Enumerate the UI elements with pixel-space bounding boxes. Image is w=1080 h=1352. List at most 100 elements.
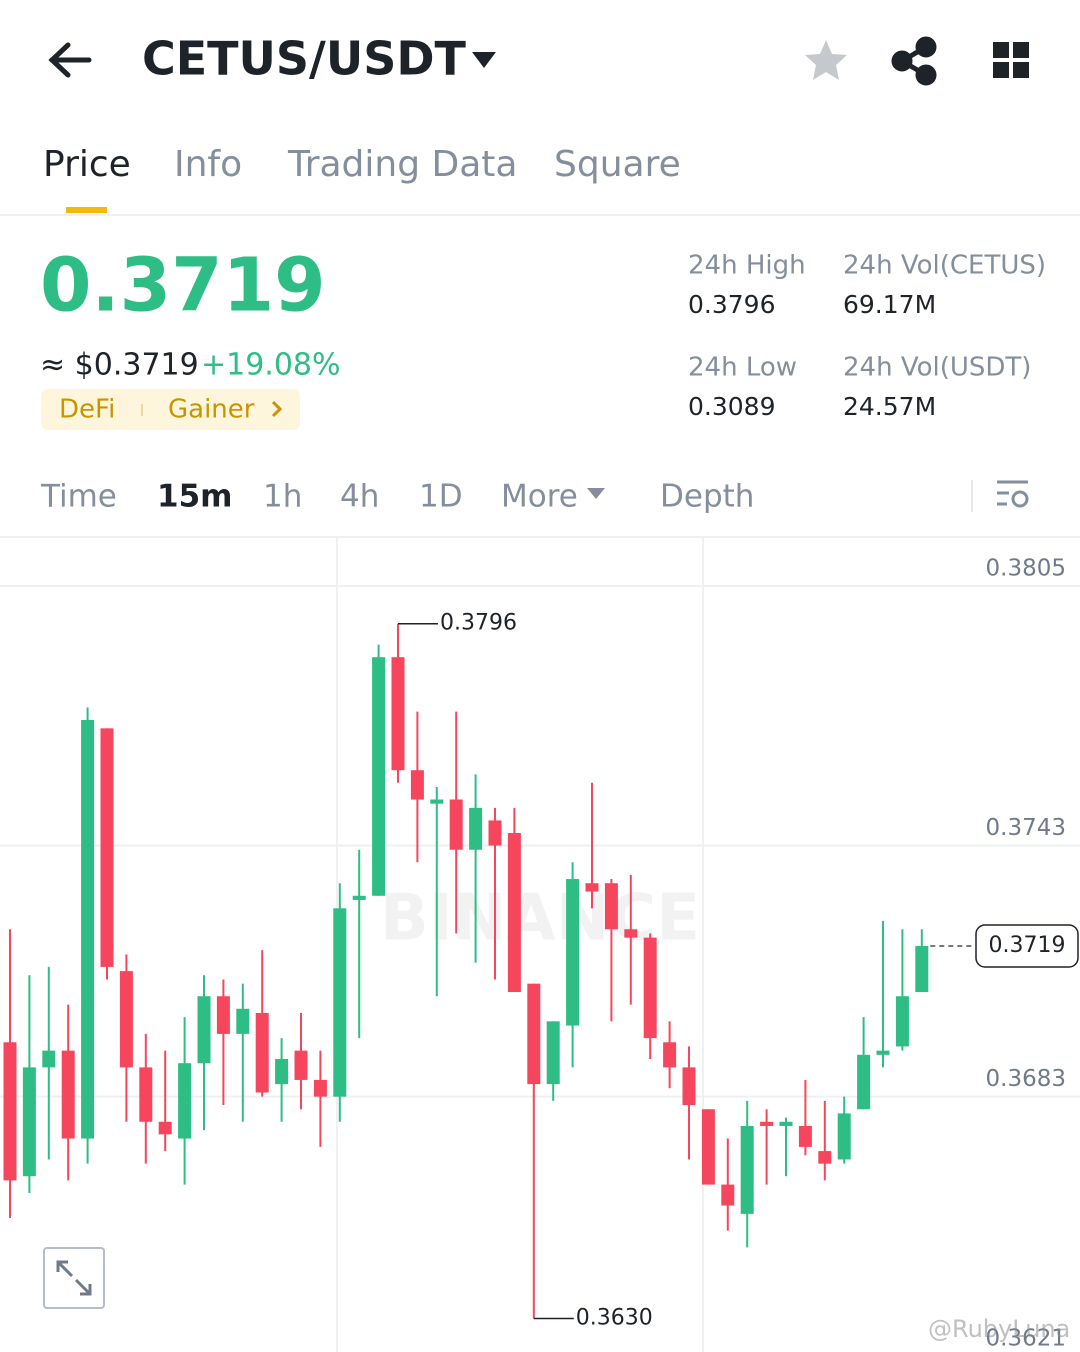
candle-body [61,1050,75,1139]
more-caret[interactable] [587,488,605,499]
candle-body [275,1059,289,1085]
candle-body [701,1109,715,1185]
last-price-label: 0.3719 [989,933,1066,958]
candle-body [197,996,211,1064]
share-dot [915,36,937,58]
tab[interactable]: Price [43,144,131,185]
interval[interactable]: More [501,479,578,515]
candle-body [624,929,638,938]
icon-gear [1011,490,1029,508]
tab[interactable]: Square [554,144,681,185]
candle-body [857,1054,871,1110]
candle-body [527,983,541,1085]
candle-body [915,946,929,993]
tab[interactable]: Trading Data [287,144,517,185]
y-tick-label: 0.3743 [986,815,1066,841]
y-tick-label: 0.3621 [986,1326,1066,1352]
candle-body [313,1079,327,1097]
menu-grid[interactable] [993,42,1029,78]
candle-body [178,1063,192,1139]
candle-body [760,1121,774,1126]
candle-body [546,1021,560,1085]
stat-label: 24h High [688,251,806,281]
candle-body [488,820,502,846]
divider [0,214,1080,216]
stat-value: 24.57M [843,392,936,421]
watermark: @RubyLuna [928,1315,1070,1343]
candle-body [294,1050,308,1080]
candle-body [352,895,366,900]
interval[interactable]: Depth [660,479,754,515]
candle-body [682,1067,696,1106]
candle-body [721,1184,735,1206]
candle-body [663,1042,677,1068]
interval[interactable]: 1D [419,479,463,515]
candle-body [895,996,909,1047]
interval[interactable]: 4h [340,479,379,515]
candle-body [100,728,114,967]
candle-body [818,1151,832,1164]
tag-chevron [271,400,283,418]
stat-label: 24h Vol(USDT) [843,353,1031,383]
pair-title[interactable]: CETUS/USDT [142,32,467,86]
annotation-label: 0.3796 [440,611,517,636]
candle-body [449,799,463,850]
icon-line [74,1278,92,1296]
last-price-box [975,924,1079,968]
interval[interactable]: 15m [157,479,232,515]
candle-body [216,996,230,1034]
arrow-head [48,42,71,78]
stat-label: 24h Low [688,353,797,383]
grid-cell [1013,62,1029,78]
tag-box[interactable] [41,389,300,430]
grid-cell [993,62,1009,78]
pair-caret[interactable] [472,52,496,68]
back-button[interactable] [48,42,92,78]
candle-body [81,719,95,1139]
candle-body [158,1121,172,1135]
candle-body [430,799,444,804]
share-dot [891,50,913,72]
icon-line [56,1260,74,1278]
stat-value: 0.3089 [688,392,775,421]
fullscreen-icon [56,1260,92,1296]
stat-value: 0.3796 [688,290,775,319]
grid-cell [993,42,1009,58]
interval[interactable]: 1h [263,479,302,515]
candle-body [410,770,424,800]
candlestick-chart: 0.3805 0.3743 0.3683 0.3621 0.3796 0.3630 0.37… [0,556,1080,1352]
tag[interactable]: DeFi [59,395,115,425]
divider [0,536,1080,538]
last-price: 0.3719 [40,243,326,329]
candle-body [837,1113,851,1160]
fiat-price: ≈ $0.3719 [40,348,199,383]
candle-body [469,807,483,850]
candle-body [333,908,347,1097]
price-change: +19.08% [201,348,341,383]
candle-body [779,1121,793,1126]
y-tick-label: 0.3683 [986,1066,1066,1092]
favorite-star[interactable] [805,40,847,80]
interval[interactable]: Time [40,479,117,515]
share-dot [915,64,937,86]
fullscreen-button[interactable] [43,1247,105,1309]
candle-body [139,1067,153,1122]
tag[interactable]: Gainer [168,395,255,425]
candle-body [119,971,133,1068]
share-button[interactable] [891,36,937,86]
stat-value: 69.17M [843,290,936,319]
candle-body [255,1012,269,1093]
tab[interactable]: Info [174,144,242,185]
grid-cell [1013,42,1029,58]
candle-body [643,937,657,1039]
candle-body [507,832,521,993]
candle-body [22,1067,36,1177]
candle-body [740,1125,754,1214]
chart-settings[interactable] [997,480,1029,508]
candle-body [391,657,405,771]
candle-body [566,879,580,1026]
candle-body [236,1008,250,1034]
